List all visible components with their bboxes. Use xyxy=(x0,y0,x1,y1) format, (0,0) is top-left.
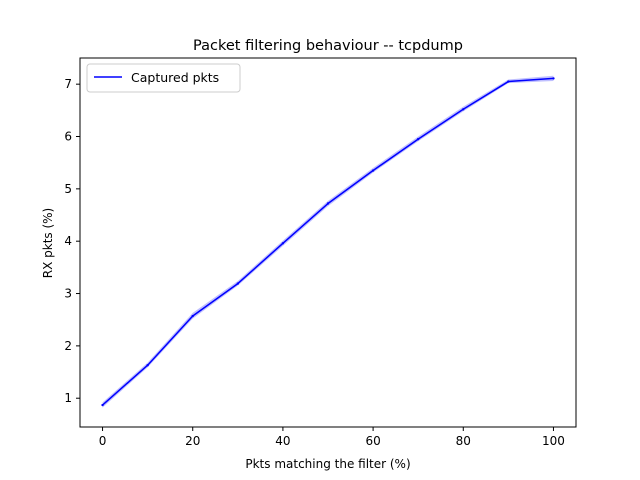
legend-label: Captured pkts xyxy=(131,70,219,85)
legend-box xyxy=(86,63,241,93)
legend: Captured pkts xyxy=(86,63,241,93)
data-point xyxy=(191,314,194,318)
data-point xyxy=(552,77,555,80)
x-tick-label: 20 xyxy=(185,434,200,448)
data-point xyxy=(326,202,330,205)
plot-frame xyxy=(79,57,577,428)
chart-title: Packet filtering behaviour -- tcpdump xyxy=(193,38,463,54)
x-axis-ticks: 0 20 40 60 80 100 xyxy=(99,427,565,448)
plot-area xyxy=(101,75,555,408)
data-point xyxy=(146,364,149,367)
y-tick-label: 3 xyxy=(64,287,72,301)
data-point xyxy=(101,403,104,407)
x-tick-label: 40 xyxy=(275,434,290,448)
y-axis-label: RX pkts (%) xyxy=(41,208,55,278)
y-tick-label: 1 xyxy=(64,391,72,405)
data-point xyxy=(507,80,510,83)
data-point xyxy=(416,137,420,141)
x-axis-label: Pkts matching the filter (%) xyxy=(245,457,410,471)
x-tick-label: 60 xyxy=(365,434,380,448)
x-tick-label: 0 xyxy=(99,434,107,448)
y-tick-label: 7 xyxy=(64,77,72,91)
x-tick-label: 100 xyxy=(542,434,565,448)
data-point xyxy=(281,242,285,245)
data-point xyxy=(462,108,465,111)
y-tick-label: 4 xyxy=(64,234,72,248)
y-tick-label: 5 xyxy=(64,182,72,196)
x-tick-label: 80 xyxy=(456,434,471,448)
y-axis-ticks: 1 2 3 4 5 6 7 xyxy=(64,77,80,405)
y-tick-label: 2 xyxy=(64,339,72,353)
data-point xyxy=(236,282,240,285)
y-tick-label: 6 xyxy=(64,130,72,144)
data-point xyxy=(371,169,375,172)
